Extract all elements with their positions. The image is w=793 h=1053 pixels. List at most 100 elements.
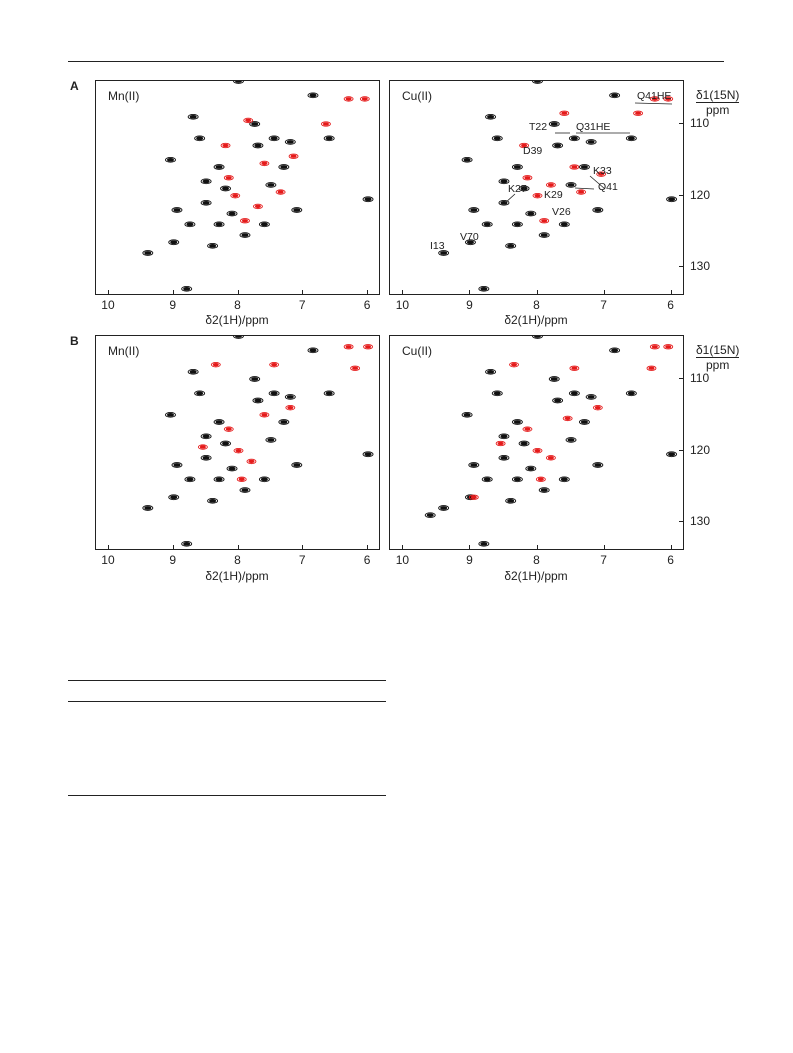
x-tick-mark	[302, 290, 304, 295]
peak-reference	[187, 113, 199, 120]
table-bottom-rule	[68, 795, 386, 796]
x-tick-label: 8	[234, 298, 241, 312]
peak-reference	[249, 376, 261, 382]
peak-reference	[511, 221, 523, 228]
peak-reference	[461, 411, 473, 418]
x-tick-mark	[302, 545, 304, 550]
peak-paramagnetic	[240, 218, 250, 224]
peak-paramagnetic	[532, 193, 543, 199]
peak-reference	[213, 476, 225, 483]
peak-reference	[226, 465, 238, 472]
peak-reference	[249, 121, 261, 127]
x-tick-mark	[469, 290, 471, 295]
peak-paramagnetic	[509, 362, 519, 368]
peak-reference	[525, 465, 537, 472]
x-tick-mark	[172, 290, 174, 295]
peak-paramagnetic	[522, 426, 533, 432]
y-axis-label-top: δ1(15N)	[696, 343, 740, 357]
peak-reference	[213, 419, 225, 425]
peak-paramagnetic	[532, 448, 543, 454]
peak-reference	[171, 462, 183, 468]
peak-paramagnetic	[468, 494, 479, 500]
peak-reference	[187, 368, 199, 375]
peak-paramagnetic	[562, 415, 573, 422]
peak-paramagnetic	[649, 344, 660, 350]
peak-reference	[307, 92, 319, 99]
x-tick-label: 7	[298, 553, 306, 567]
metal-label: Cu(II)	[402, 89, 432, 103]
y-tick-mark	[679, 449, 684, 451]
x-axis-label: δ2(1H)/ppm	[504, 313, 568, 327]
peak-paramagnetic	[269, 362, 280, 368]
peak-reference	[194, 135, 206, 142]
peak-reference	[491, 390, 503, 397]
x-tick-label: 7	[298, 298, 306, 312]
peak-reference	[258, 221, 270, 228]
peak-reference	[511, 164, 523, 170]
peak-reference	[485, 113, 497, 120]
peak-reference	[548, 121, 560, 127]
table-header-rule	[68, 701, 386, 702]
peak-paramagnetic	[223, 426, 234, 432]
peak-reference	[181, 285, 193, 292]
x-tick-mark	[367, 545, 369, 550]
peak-reference	[362, 196, 374, 203]
peak-paramagnetic	[246, 458, 257, 465]
peak-reference	[498, 199, 510, 206]
metal-label: Mn(II)	[108, 344, 140, 358]
peak-reference	[525, 210, 537, 217]
peak-paramagnetic	[243, 117, 254, 124]
x-tick-mark	[603, 290, 605, 295]
metal-label: Mn(II)	[108, 89, 140, 103]
peak-reference	[491, 135, 503, 142]
peak-reference	[498, 433, 510, 440]
x-tick-mark	[237, 545, 239, 550]
spectrum-a-cu: Cu(II) Q41HE T22 Q31HE D39 K33 Q41 K27 K…	[389, 80, 684, 295]
x-axis-label: δ2(1H)/ppm	[504, 569, 568, 583]
y-axis-label: δ1(15N) ppm	[696, 88, 740, 117]
y-tick-label: 110	[690, 371, 710, 385]
peak-reference	[565, 182, 577, 188]
peak-reference	[142, 505, 154, 511]
peak-reference	[505, 242, 517, 249]
y-tick-label: 130	[690, 514, 711, 529]
peak-reference	[181, 540, 193, 547]
peak-reference	[265, 437, 277, 443]
peak-paramagnetic	[230, 193, 241, 199]
peak-label: T22	[529, 121, 548, 133]
peak-paramagnetic	[350, 365, 361, 371]
y-tick-label: 120	[690, 442, 711, 457]
peak-reference	[552, 142, 564, 149]
peak-layer	[438, 81, 678, 292]
x-tick-label: 9	[169, 553, 177, 567]
y-tick-mark	[679, 378, 684, 379]
peak-paramagnetic	[288, 153, 299, 159]
peak-paramagnetic	[359, 96, 370, 102]
peak-reference	[585, 394, 597, 400]
peak-reference	[478, 540, 490, 547]
peak-paramagnetic	[223, 175, 234, 181]
peak-paramagnetic	[233, 448, 244, 454]
peak-paramagnetic	[320, 121, 331, 127]
y-tick-mark	[679, 123, 684, 124]
x-tick-label: 8	[533, 553, 540, 567]
panel-b-label: B	[70, 334, 79, 348]
peak-reference	[461, 156, 473, 163]
x-tick-label: 6	[363, 298, 371, 312]
peak-reference	[498, 454, 510, 461]
peak-reference	[666, 196, 678, 203]
peak-reference	[291, 207, 303, 213]
peak-reference	[265, 182, 277, 188]
peak-reference	[518, 185, 530, 192]
peak-paramagnetic	[559, 110, 570, 116]
peak-label: I13	[430, 240, 445, 252]
peak-reference	[538, 232, 550, 238]
peak-label: V70	[460, 231, 479, 243]
peak-reference	[213, 221, 225, 228]
spectrum-a-mn: Mn(II)	[95, 80, 380, 295]
x-tick-label: 10	[101, 298, 115, 312]
peak-layer	[142, 81, 374, 292]
peak-reference	[585, 139, 597, 145]
peak-reference	[220, 440, 231, 447]
peak-reference	[284, 139, 296, 145]
